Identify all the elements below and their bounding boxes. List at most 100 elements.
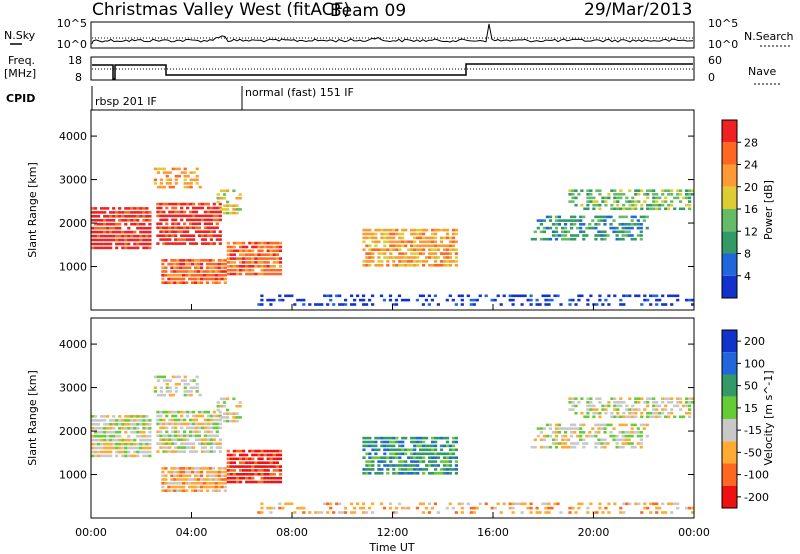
range-time-cell	[269, 461, 273, 464]
range-time-cell	[200, 206, 205, 210]
range-time-cell	[613, 397, 617, 400]
range-time-cell	[173, 266, 177, 270]
range-time-cell	[536, 226, 540, 230]
range-time-cell	[239, 453, 243, 457]
freq-trace	[92, 63, 693, 80]
range-time-cell	[161, 262, 165, 266]
range-time-cell	[94, 430, 98, 434]
range-time-cell	[208, 485, 213, 489]
range-time-cell	[685, 401, 689, 404]
range-time-cell	[214, 485, 218, 489]
range-time-cell	[448, 264, 453, 267]
range-time-cell	[133, 454, 137, 458]
range-time-cell	[621, 423, 625, 427]
range-time-cell	[130, 230, 134, 234]
range-time-cell	[260, 241, 264, 245]
range-time-cell	[380, 440, 384, 444]
range-time-cell	[634, 294, 638, 298]
range-time-cell	[162, 210, 166, 214]
range-time-cell	[174, 214, 178, 218]
range-time-cell	[434, 472, 438, 475]
range-time-cell	[238, 401, 242, 404]
range-time-cell	[103, 234, 107, 238]
range-time-cell	[591, 219, 595, 222]
range-time-cell	[179, 259, 183, 262]
range-time-cell	[257, 453, 261, 457]
range-time-cell	[235, 196, 239, 200]
range-time-cell	[171, 414, 175, 418]
range-time-cell	[407, 256, 411, 259]
range-time-cell	[226, 449, 230, 453]
range-time-cell	[350, 502, 354, 506]
range-time-cell	[287, 502, 291, 506]
range-time-cell	[229, 249, 233, 253]
range-time-cell	[600, 445, 604, 449]
range-time-cell	[338, 511, 342, 514]
range-time-cell	[183, 210, 187, 214]
range-time-cell	[619, 506, 623, 510]
range-time-cell	[248, 476, 252, 480]
range-time-cell	[533, 438, 537, 442]
range-time-cell	[219, 189, 223, 193]
range-time-cell	[127, 434, 131, 438]
range-time-cell	[401, 244, 405, 248]
range-time-cell	[232, 480, 236, 484]
range-time-cell	[439, 260, 444, 263]
range-time-cell	[188, 482, 192, 485]
range-time-cell	[637, 200, 641, 203]
range-time-cell	[115, 238, 119, 242]
range-time-cell	[434, 264, 438, 267]
range-time-cell	[176, 281, 180, 284]
range-time-cell	[416, 260, 420, 263]
range-time-cell	[329, 502, 333, 506]
range-time-cell	[269, 265, 273, 268]
range-time-cell	[595, 200, 599, 203]
range-time-cell	[601, 303, 605, 306]
range-time-cell	[612, 219, 616, 222]
range-time-cell	[386, 256, 390, 259]
range-time-cell	[564, 438, 568, 442]
range-time-cell	[136, 215, 140, 218]
range-time-cell	[389, 452, 393, 456]
range-time-cell	[162, 171, 166, 174]
range-time-cell	[186, 434, 190, 438]
range-time-cell	[568, 511, 572, 514]
range-time-cell	[427, 294, 431, 298]
range-time-cell	[365, 228, 369, 232]
range-time-cell	[266, 257, 270, 260]
range-time-cell	[431, 464, 435, 467]
range-time-cell	[189, 446, 193, 449]
range-time-cell	[170, 489, 174, 492]
range-time-cell	[454, 472, 458, 475]
range-time-cell	[410, 248, 414, 251]
range-time-cell	[112, 211, 116, 214]
range-time-cell	[561, 434, 565, 438]
range-time-cell	[472, 298, 476, 302]
range-time-cell	[561, 427, 565, 430]
range-time-cell	[539, 445, 543, 449]
velocity-cells	[91, 375, 695, 514]
range-time-cell	[218, 242, 222, 245]
range-time-cell	[613, 408, 617, 411]
range-time-cell	[103, 219, 107, 222]
range-time-cell	[248, 465, 252, 468]
range-time-cell	[200, 202, 205, 206]
range-time-cell	[182, 274, 186, 277]
range-time-cell	[109, 219, 113, 222]
range-time-cell	[235, 265, 240, 268]
range-time-cell	[197, 206, 202, 210]
range-time-cell	[183, 442, 187, 445]
range-time-cell	[205, 266, 210, 270]
range-time-cell	[205, 270, 210, 273]
range-time-cell	[194, 418, 199, 422]
range-time-cell	[222, 401, 227, 404]
range-time-cell	[218, 442, 222, 445]
range-time-cell	[616, 207, 620, 211]
range-time-cell	[174, 450, 178, 453]
range-time-cell	[419, 436, 423, 440]
range-time-cell	[406, 298, 411, 302]
range-time-cell	[202, 259, 207, 262]
range-time-cell	[570, 234, 574, 237]
range-time-cell	[533, 237, 537, 241]
range-time-cell	[386, 464, 390, 467]
